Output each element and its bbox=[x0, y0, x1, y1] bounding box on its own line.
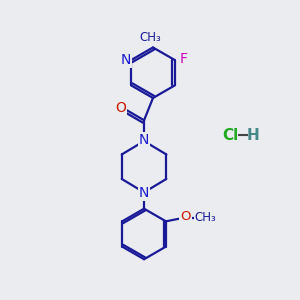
Text: H: H bbox=[247, 128, 260, 142]
Text: O: O bbox=[180, 210, 190, 224]
Text: N: N bbox=[121, 53, 131, 67]
Text: O: O bbox=[115, 101, 126, 116]
Text: F: F bbox=[179, 52, 187, 66]
Text: N: N bbox=[139, 133, 149, 147]
Text: CH₃: CH₃ bbox=[195, 211, 216, 224]
Text: N: N bbox=[139, 186, 149, 200]
Text: Cl: Cl bbox=[222, 128, 238, 142]
Text: CH₃: CH₃ bbox=[139, 32, 161, 44]
